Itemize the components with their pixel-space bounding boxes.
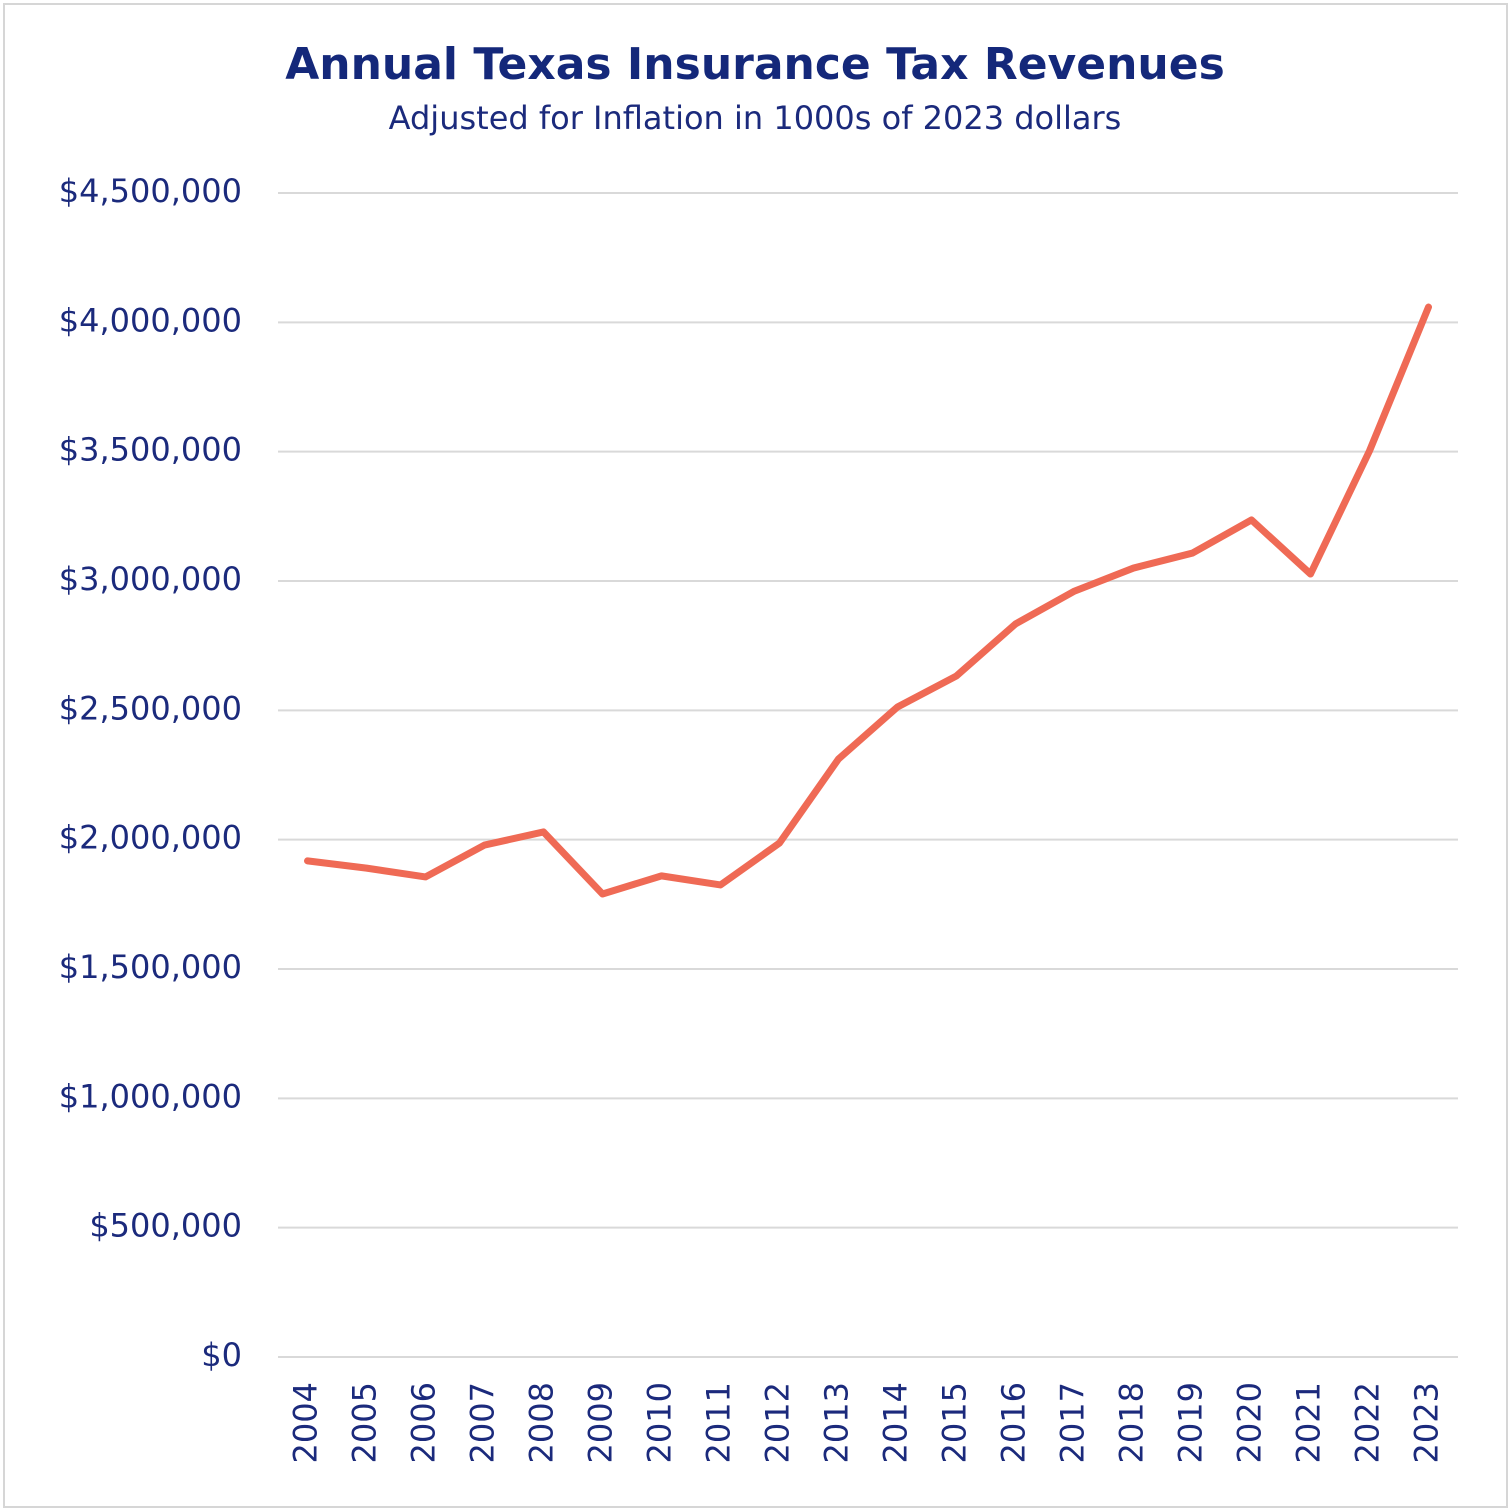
x-tick-label: 2013 (818, 1382, 856, 1463)
x-tick-label: 2007 (464, 1382, 502, 1463)
x-tick-label: 2017 (1054, 1382, 1092, 1463)
x-tick-label: 2011 (700, 1382, 738, 1463)
x-tick-label: 2019 (1172, 1382, 1210, 1463)
y-tick-label: $0 (201, 1336, 242, 1374)
x-tick-label: 2020 (1231, 1382, 1269, 1463)
y-tick-label: $3,000,000 (59, 560, 242, 598)
y-tick-label: $500,000 (89, 1207, 242, 1245)
x-tick-label: 2015 (936, 1382, 974, 1463)
chart-subtitle: Adjusted for Inflation in 1000s of 2023 … (389, 99, 1122, 137)
y-tick-label: $2,000,000 (59, 819, 242, 857)
x-tick-label: 2005 (346, 1382, 384, 1463)
x-tick-label: 2018 (1113, 1382, 1151, 1463)
x-tick-label: 2009 (582, 1382, 620, 1463)
y-tick-label: $1,500,000 (59, 948, 242, 986)
x-tick-label: 2004 (287, 1382, 325, 1463)
x-tick-label: 2010 (641, 1382, 679, 1463)
x-tick-label: 2016 (995, 1382, 1033, 1463)
y-tick-label: $2,500,000 (59, 689, 242, 727)
y-tick-label: $1,000,000 (59, 1077, 242, 1115)
x-tick-label: 2012 (759, 1382, 797, 1463)
chart-title: Annual Texas Insurance Tax Revenues (285, 39, 1225, 90)
x-tick-label: 2023 (1408, 1382, 1446, 1463)
x-tick-label: 2008 (523, 1382, 561, 1463)
y-tick-label: $3,500,000 (59, 431, 242, 469)
x-tick-label: 2022 (1349, 1382, 1387, 1463)
data-line (304, 303, 1432, 898)
x-tick-label: 2006 (405, 1382, 443, 1463)
y-tick-label: $4,500,000 (59, 172, 242, 210)
chart-border (3, 3, 1508, 1508)
y-tick-label: $4,000,000 (59, 301, 242, 339)
x-tick-label: 2021 (1290, 1382, 1328, 1463)
x-tick-label: 2014 (877, 1382, 915, 1463)
